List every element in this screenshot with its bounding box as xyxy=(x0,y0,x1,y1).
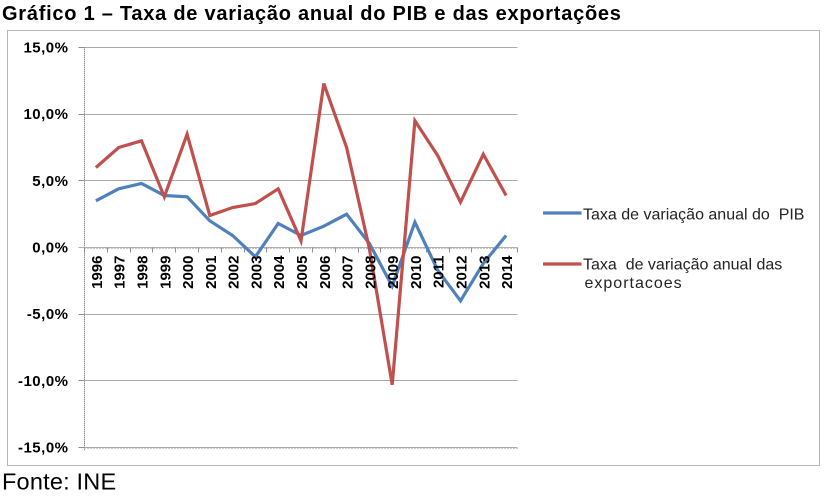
svg-text:2002: 2002 xyxy=(226,256,243,289)
svg-text:2006: 2006 xyxy=(317,256,334,289)
svg-text:exportacoes: exportacoes xyxy=(585,275,683,292)
svg-text:-15,0%: -15,0% xyxy=(18,440,69,457)
svg-text:-10,0%: -10,0% xyxy=(18,373,69,390)
svg-text:15,0%: 15,0% xyxy=(23,40,68,57)
svg-text:2001: 2001 xyxy=(203,256,220,289)
svg-text:2004: 2004 xyxy=(271,255,288,289)
svg-text:1997: 1997 xyxy=(112,256,129,289)
svg-text:2013: 2013 xyxy=(476,256,493,289)
svg-text:2000: 2000 xyxy=(180,256,197,289)
svg-text:2007: 2007 xyxy=(340,256,357,289)
svg-text:Taxa de variação anual do PIB: Taxa de variação anual do PIB xyxy=(583,207,804,224)
svg-text:2005: 2005 xyxy=(294,256,311,289)
svg-text:-5,0%: -5,0% xyxy=(27,306,69,323)
svg-text:Gráfico 1 – Taxa de variação a: Gráfico 1 – Taxa de variação anual do PI… xyxy=(2,3,622,25)
svg-text:5,0%: 5,0% xyxy=(32,173,68,190)
svg-text:Taxa de variação anual das: Taxa de variação anual das xyxy=(583,257,782,274)
svg-text:2010: 2010 xyxy=(408,256,425,289)
svg-text:1998: 1998 xyxy=(135,256,152,289)
svg-text:0,0%: 0,0% xyxy=(32,240,68,257)
svg-text:10,0%: 10,0% xyxy=(23,106,68,123)
svg-text:2014: 2014 xyxy=(499,255,516,289)
svg-text:1999: 1999 xyxy=(157,256,174,289)
svg-text:2003: 2003 xyxy=(248,256,265,289)
svg-text:1996: 1996 xyxy=(89,256,106,289)
svg-text:Fonte: INE: Fonte: INE xyxy=(2,469,116,495)
svg-text:2009: 2009 xyxy=(385,256,402,289)
svg-text:2012: 2012 xyxy=(454,256,471,289)
svg-text:2008: 2008 xyxy=(362,256,379,289)
svg-text:2011: 2011 xyxy=(431,256,448,289)
